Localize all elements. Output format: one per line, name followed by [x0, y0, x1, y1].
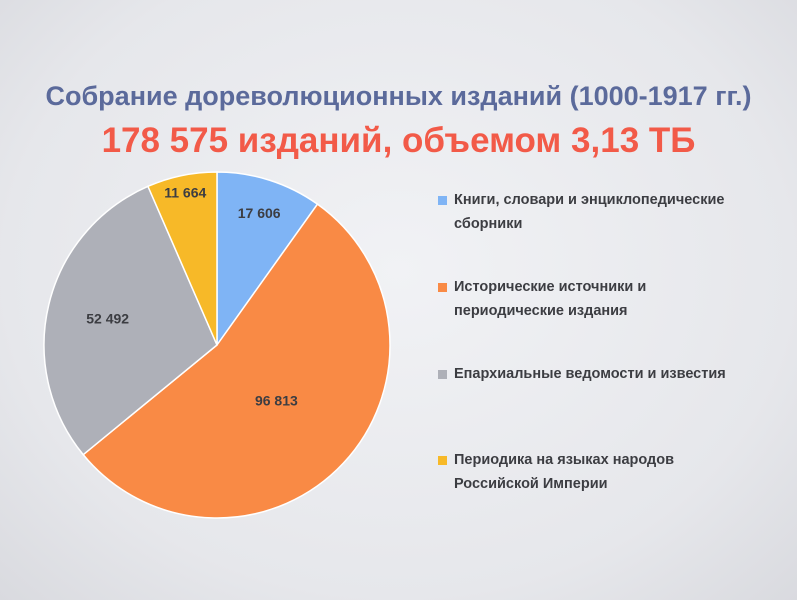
chart-title: Собрание дореволюционных изданий (1000-1…: [45, 81, 752, 111]
legend-label: Исторические источники и периодические и…: [454, 279, 647, 319]
legend-item-books: Книги, словари и энциклопедические сборн…: [438, 188, 794, 275]
legend-swatch: [438, 370, 447, 379]
chart-subtitle: 178 575 изданий, объемом 3,13 ТБ: [101, 121, 696, 160]
data-label: 96 813: [255, 393, 298, 409]
legend-label: Книги, словари и энциклопедические сборн…: [454, 192, 725, 232]
pie-slice: [146, 171, 218, 346]
legend-item-national: Периодика на языках народов Российской И…: [438, 448, 754, 496]
pie-slice: [216, 171, 319, 348]
legend-label: Епархиальные ведомости и известия: [454, 366, 726, 382]
legend-item-historical: Исторические источники и периодические и…: [438, 275, 714, 362]
pie-slice: [82, 203, 391, 519]
legend-swatch: [438, 456, 447, 465]
data-label: 11 664: [164, 185, 206, 201]
pie-slice: [43, 185, 218, 456]
legend-swatch: [438, 283, 447, 292]
data-label: 52 492: [86, 311, 129, 327]
data-label: 17 606: [238, 205, 281, 221]
legend-label: Периодика на языках народов Российской И…: [454, 452, 675, 492]
legend-swatch: [438, 196, 447, 205]
legend-item-eparchial: Епархиальные ведомости и известия: [438, 362, 794, 448]
legend: Книги, словари и энциклопедические сборн…: [438, 188, 793, 496]
